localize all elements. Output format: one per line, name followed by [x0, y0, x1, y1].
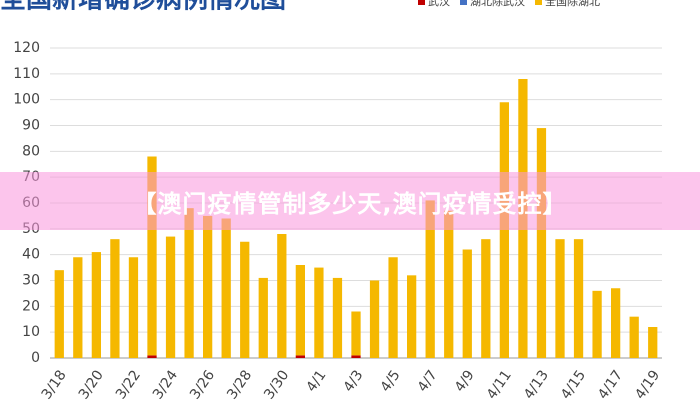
x-tick-label: 4/9	[452, 367, 478, 395]
bar	[258, 277, 268, 358]
legend-label: 湖北除武汉	[470, 0, 525, 8]
bar	[221, 218, 231, 358]
bar	[648, 327, 658, 358]
bar	[332, 277, 343, 358]
bar	[91, 252, 101, 358]
y-tick-label: 0	[31, 350, 40, 366]
bar	[128, 257, 139, 358]
x-tick-label: 3/26	[187, 367, 218, 400]
x-tick-label: 4/1	[303, 367, 329, 395]
bar	[592, 290, 602, 358]
bar	[481, 239, 491, 358]
bar	[573, 239, 584, 358]
x-tick-label: 4/15	[558, 367, 589, 400]
y-tick-label: 10	[22, 324, 40, 340]
bar	[611, 288, 621, 358]
bar	[240, 241, 250, 358]
bar	[444, 210, 454, 358]
banner: 【澳门疫情管制多少天,澳门疫情受控】	[0, 172, 700, 230]
y-tick-label: 100	[13, 92, 40, 108]
bar	[536, 128, 547, 358]
legend-swatch	[418, 0, 425, 5]
bar	[314, 267, 324, 358]
x-tick-label: 3/22	[113, 367, 144, 400]
x-tick-label: 3/30	[261, 367, 292, 400]
x-tick-label: 4/7	[415, 367, 441, 395]
legend-label: 全国除湖北	[545, 0, 600, 8]
bar	[499, 102, 509, 358]
bar	[73, 257, 83, 358]
chart-title: 全国新增确诊病例情况图	[0, 0, 286, 15]
bar	[351, 355, 361, 358]
x-tick-label: 3/24	[150, 367, 181, 400]
bar	[462, 249, 472, 358]
legend-swatch	[535, 0, 542, 5]
y-tick-label: 120	[13, 40, 40, 56]
y-tick-label: 110	[13, 66, 40, 82]
bar	[184, 208, 194, 358]
x-tick-label: 4/17	[595, 367, 626, 400]
legend-swatch	[460, 0, 467, 5]
bar	[425, 200, 435, 358]
x-tick-label: 3/20	[76, 367, 107, 400]
bar	[369, 280, 380, 358]
bar	[277, 234, 287, 358]
x-tick-label: 4/11	[484, 367, 515, 400]
bar	[147, 156, 157, 356]
bar	[165, 236, 176, 358]
bar	[388, 257, 398, 358]
bar	[203, 215, 213, 358]
bar	[295, 265, 305, 356]
x-tick-label: 4/3	[341, 367, 367, 395]
bar	[54, 270, 64, 358]
bar	[351, 311, 361, 356]
x-tick-label: 4/19	[632, 367, 663, 400]
legend-label: 武汉	[428, 0, 450, 8]
y-tick-label: 80	[22, 143, 40, 159]
x-tick-label: 4/5	[378, 367, 404, 395]
y-tick-label: 30	[22, 273, 40, 289]
bar	[147, 355, 157, 358]
bar	[295, 355, 305, 358]
bar	[555, 239, 565, 358]
x-tick-label: 3/18	[39, 367, 70, 400]
bar	[110, 239, 120, 358]
bar	[629, 316, 639, 358]
y-tick-label: 20	[22, 298, 40, 314]
x-tick-label: 3/28	[224, 367, 255, 400]
x-tick-label: 4/13	[521, 367, 552, 400]
y-tick-label: 90	[22, 118, 40, 134]
y-tick-label: 40	[22, 247, 40, 263]
bar	[407, 275, 417, 358]
